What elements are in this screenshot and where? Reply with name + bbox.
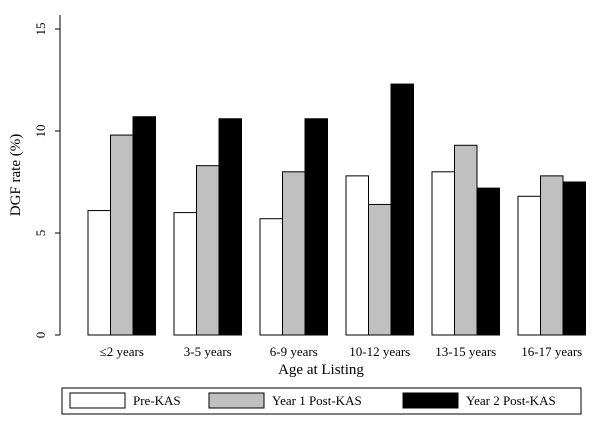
bar-pre-kas [259,218,283,336]
bar-year2-post-kas [218,118,242,336]
legend-label: Year 1 Post-KAS [272,393,362,408]
bar-year1-post-kas [110,134,134,336]
bar-year1-post-kas [196,165,220,336]
bar-year2-post-kas [132,116,156,336]
legend-box [61,387,582,415]
legend-swatch [208,392,265,409]
bar-year1-post-kas [368,203,392,336]
x-tick-label: 13-15 years [435,344,496,359]
bar-year1-post-kas [454,144,478,336]
bar-year1-post-kas [282,171,306,336]
legend-swatch [69,392,126,409]
bar-pre-kas [173,212,197,336]
bar-year2-post-kas [304,118,328,336]
legend-label: Pre-KAS [133,393,181,408]
x-tick-label: ≤2 years [100,344,144,359]
x-axis-title: Age at Listing [278,362,364,378]
y-tick-label: 10 [33,125,48,138]
y-tick-label: 0 [33,332,48,339]
y-tick-label: 15 [33,23,48,36]
y-axis-title: DGF rate (%) [8,134,24,216]
y-tick-label: 5 [33,230,48,237]
bar-year2-post-kas [390,83,414,336]
bar-pre-kas [431,171,455,336]
bar-pre-kas [517,195,541,336]
legend: Pre-KAS Year 1 Post-KAS Year 2 Post-KAS [61,387,582,415]
legend-label: Year 2 Post-KAS [466,393,556,408]
x-tick-label: 10-12 years [349,344,410,359]
bar-pre-kas [345,175,369,336]
x-tick-label: 6-9 years [270,344,318,359]
bar-year1-post-kas [540,175,564,336]
x-tick-label: 16-17 years [521,344,582,359]
x-tick-labels: ≤2 years 3-5 years 6-9 years 10-12 years 13-… [100,344,583,359]
bar-pre-kas [87,210,111,336]
bars [87,83,586,336]
y-ticks: 0 5 10 15 [33,23,60,339]
bar-year2-post-kas [476,187,500,336]
x-tick-label: 3-5 years [184,344,232,359]
bar-year2-post-kas [562,181,586,336]
legend-swatch [402,392,459,409]
